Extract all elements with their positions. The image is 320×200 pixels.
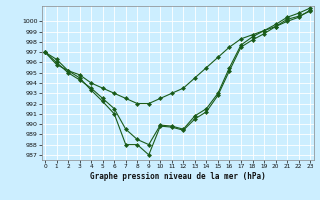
X-axis label: Graphe pression niveau de la mer (hPa): Graphe pression niveau de la mer (hPa) <box>90 172 266 181</box>
